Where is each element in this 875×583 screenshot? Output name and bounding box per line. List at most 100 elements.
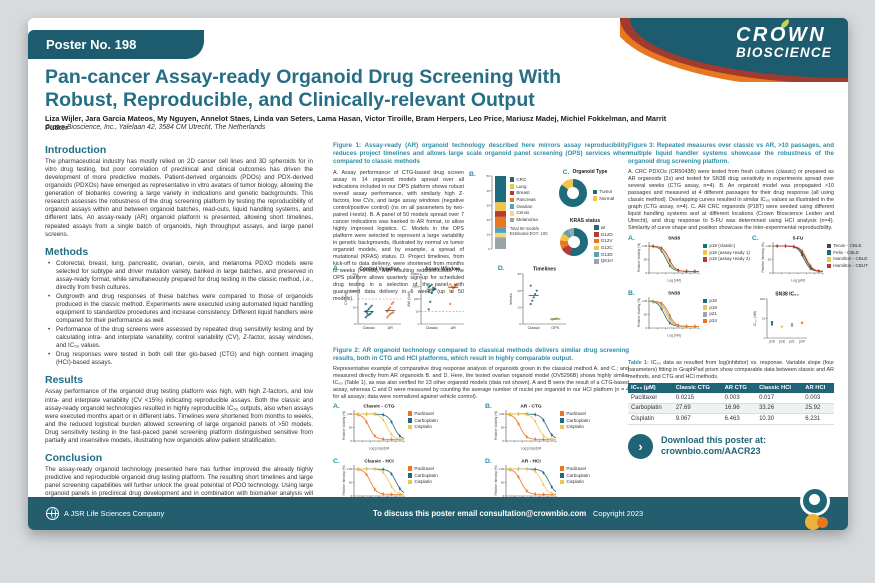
- svg-text:Timelines: Timelines: [533, 266, 556, 272]
- legend-item: Cisplatin: [559, 424, 590, 430]
- kras-status-legend: wt G12D G12V G12C G13D Q61H: [594, 225, 613, 264]
- control-variation-chart: Control Variation 0 10 20 30 CV (%) Classic AR: [343, 265, 403, 342]
- svg-text:Relative Viability (%): Relative Viability (%): [637, 243, 641, 272]
- footer-contact[interactable]: To discuss this poster email consultatio…: [373, 509, 587, 518]
- legend-item: Tecan - CBLE: [826, 243, 868, 249]
- svg-text:5-FU: 5-FU: [792, 235, 803, 241]
- legend-item: G13D: [594, 252, 613, 258]
- fu-chart: 5-FU 0 50 100 Relative Intensity (%) Log [µM]: [761, 235, 825, 288]
- organoid-type-donut-chart: [556, 176, 590, 215]
- svg-text:10: 10: [352, 305, 356, 309]
- figure2-body: Representative example of comparative dr…: [333, 365, 629, 400]
- download-url[interactable]: crownbio.com/AACR23: [661, 446, 761, 457]
- legend-item: Hamilton - CBUT: [826, 263, 868, 269]
- sn38-ic50-cell: SN38 IC₅₀ 1 10 100 IC₅₀ (nM) p16 p18 p21 p24: [752, 290, 868, 355]
- legend-item: Melanoma: [509, 217, 548, 223]
- svg-text:0: 0: [354, 322, 356, 326]
- svg-text:10: 10: [415, 310, 419, 314]
- svg-text:CV (%): CV (%): [344, 292, 348, 305]
- table-row: Cisplatin 9.067 6.463 10.30 6.231: [628, 413, 834, 425]
- panel-b-notes: Total 50 models Estimated EOY: 100: [510, 226, 548, 237]
- svg-text:100: 100: [347, 467, 352, 471]
- classic-ctg-chart: Classic - CTG 0 50 100 Relative Viability (%…: [342, 403, 406, 456]
- drug-legend: Paclitaxel Carboplatin Cisplatin: [559, 466, 590, 485]
- svg-text:Relative Intensity (%): Relative Intensity (%): [342, 465, 346, 495]
- cell: 9.067: [672, 413, 722, 425]
- svg-text:30: 30: [486, 203, 490, 207]
- svg-text:1: 1: [417, 322, 419, 326]
- figure1-charts-row: A. Control Variation 0 10 20 30 CV (%) Classic…: [333, 265, 629, 343]
- legend-item: Carboplatin: [407, 473, 438, 479]
- svg-text:0: 0: [502, 494, 504, 498]
- legend-item: Pancreas: [509, 197, 548, 203]
- svg-text:Relative Intensity (%): Relative Intensity (%): [494, 465, 498, 495]
- legend-item: Carboplatin: [407, 418, 438, 424]
- svg-text:Relative Viability (%): Relative Viability (%): [342, 411, 346, 440]
- introduction-heading: Introduction: [45, 144, 107, 156]
- ar-ctg-cell: B. AR - CTG 0 50 100 Relative Viability (%) L…: [485, 403, 629, 456]
- fu-cell: C. 5-FU 0 50 100 Relative Intensity (%) Log […: [752, 235, 868, 288]
- svg-text:50: 50: [349, 480, 353, 484]
- legend-item: Paclitaxel: [559, 411, 590, 417]
- crownbio-swirl-emblem: [796, 486, 830, 532]
- kras-status-title: KRAS status: [569, 217, 601, 224]
- legend-item: Paclitaxel: [559, 466, 590, 472]
- figure3-caption: Figure 3: Repeated measures over classic…: [628, 142, 834, 165]
- legend-item: Carboplatin: [559, 473, 590, 479]
- svg-text:AR: AR: [387, 326, 393, 330]
- kras-status-donut-chart: [557, 225, 591, 264]
- col-header: AR HCI: [802, 383, 834, 393]
- svg-text:100: 100: [642, 299, 647, 303]
- legend-item: Paclitaxel: [407, 466, 438, 472]
- middle-column: Figure 1: Assay-ready (AR) organoid tech…: [333, 142, 629, 511]
- svg-text:100: 100: [347, 412, 352, 416]
- cell: 0.003: [721, 393, 757, 404]
- figure1-panel-b: B. 0 10 20 30 40 50 CRC Lung Breast Pancreas Ovar…: [469, 171, 548, 262]
- figure1-body: A. Assay performance of CTG-based drug s…: [333, 169, 464, 303]
- svg-text:Control Variation: Control Variation: [359, 266, 399, 272]
- sn38-ar-legend: p18 (classic) p18 (assay ready 1) p18 (ass…: [702, 243, 750, 262]
- legend-item: p21: [702, 311, 717, 317]
- legend-item: Felix - CBLE: [826, 250, 868, 256]
- svg-text:0: 0: [350, 494, 352, 498]
- svg-text:Relative Viability (%): Relative Viability (%): [494, 411, 498, 440]
- svg-text:Log [µM]: Log [µM]: [791, 278, 804, 282]
- legend-item: Cervix: [509, 210, 548, 216]
- svg-text:p24: p24: [799, 339, 805, 343]
- fu-legend: Tecan - CBLE Felix - CBLE Hamilton - CBLE H…: [826, 243, 868, 269]
- cell: 10.30: [756, 413, 803, 425]
- svg-text:p16: p16: [769, 339, 775, 343]
- svg-text:OPS: OPS: [551, 326, 559, 330]
- svg-text:100: 100: [642, 244, 647, 248]
- assay-window-chart: Assay Window 1 10 100 1000 10000 AW (fold) Clas…: [406, 265, 466, 342]
- svg-text:0: 0: [645, 326, 647, 330]
- download-text: Download this poster at: crownbio.com/AA…: [661, 435, 766, 458]
- footer-company: A JSR Life Sciences Company: [46, 497, 164, 530]
- indication-legend: CRC Lung Breast Pancreas Ovarian Cervix Melano…: [509, 177, 548, 223]
- panel-c-label: C.: [562, 168, 570, 176]
- svg-text:Relative Intensity (%): Relative Intensity (%): [761, 242, 765, 272]
- legend-item: Cisplatin: [407, 479, 438, 485]
- figure3-body: A. CRC PDXOs (CR5043B) were tested from …: [628, 168, 834, 231]
- svg-text:SN38: SN38: [668, 235, 680, 241]
- legend-item: Q61H: [594, 258, 613, 264]
- cell: 6.231: [802, 413, 834, 425]
- svg-text:50: 50: [501, 480, 505, 484]
- panel-a-label: A.: [333, 264, 340, 272]
- legend-item: CRC: [509, 177, 548, 183]
- legend-item: Carboplatin: [559, 418, 590, 424]
- svg-text:AW (fold): AW (fold): [407, 290, 411, 306]
- svg-text:Assay Window: Assay Window: [425, 266, 460, 272]
- brand-line2: BIOSCIENCE: [735, 45, 832, 60]
- arrow-circle-icon: ›: [628, 433, 653, 459]
- svg-text:50: 50: [644, 313, 648, 317]
- svg-text:SN38: SN38: [668, 290, 680, 296]
- methods-bullet: Colorectal, breast, lung, pancreatic, ov…: [48, 260, 313, 292]
- svg-text:0: 0: [519, 322, 521, 326]
- legend-item: Normal: [592, 196, 614, 202]
- svg-text:AR - CTG: AR - CTG: [520, 403, 542, 409]
- brand-wordmark: CROWN BIOSCIENCE: [736, 25, 832, 60]
- svg-text:Weeks: Weeks: [509, 293, 513, 305]
- legend-item: p24: [702, 318, 717, 324]
- svg-text:Relative Viability (%): Relative Viability (%): [637, 298, 641, 327]
